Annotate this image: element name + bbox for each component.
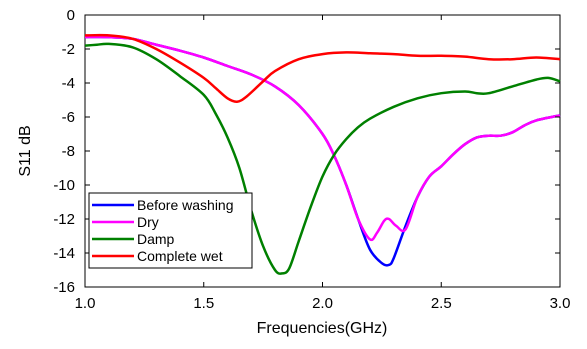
- y-tick-label: -2: [62, 41, 75, 58]
- x-tick-label: 2.5: [431, 295, 452, 312]
- legend-label-dry: Dry: [137, 214, 159, 230]
- y-tick-label: -6: [62, 109, 75, 126]
- x-tick-label: 2.0: [312, 295, 333, 312]
- legend-label-damp: Damp: [137, 231, 175, 247]
- x-axis-title: Frequencies(GHz): [257, 320, 388, 337]
- x-tick-label: 1.5: [193, 295, 214, 312]
- legend-label-before-washing: Before washing: [137, 197, 234, 213]
- x-tick-label: 3.0: [550, 295, 571, 312]
- y-tick-label: -10: [53, 177, 75, 194]
- axis-ticks: 1.0 1.5 2.0 2.5 3.0 0 -2 -4 -6 -8 -10 -12 -14 -16: [53, 7, 570, 312]
- series-line-dry: [84, 35, 561, 242]
- y-tick-label: -8: [62, 143, 75, 160]
- series-layer: [84, 33, 561, 275]
- series-line-complete-wet: [84, 33, 561, 103]
- y-tick-label: -12: [53, 211, 75, 228]
- x-tick-label: 1.0: [75, 295, 96, 312]
- y-tick-label: -4: [62, 75, 75, 92]
- y-tick-label: -14: [53, 245, 75, 262]
- y-tick-label: 0: [67, 7, 75, 24]
- y-axis-title: S11 dB: [17, 125, 34, 176]
- y-tick-label: -16: [53, 279, 75, 296]
- legend-label-complete-wet: Complete wet: [137, 248, 223, 264]
- series-line-damp: [84, 42, 561, 275]
